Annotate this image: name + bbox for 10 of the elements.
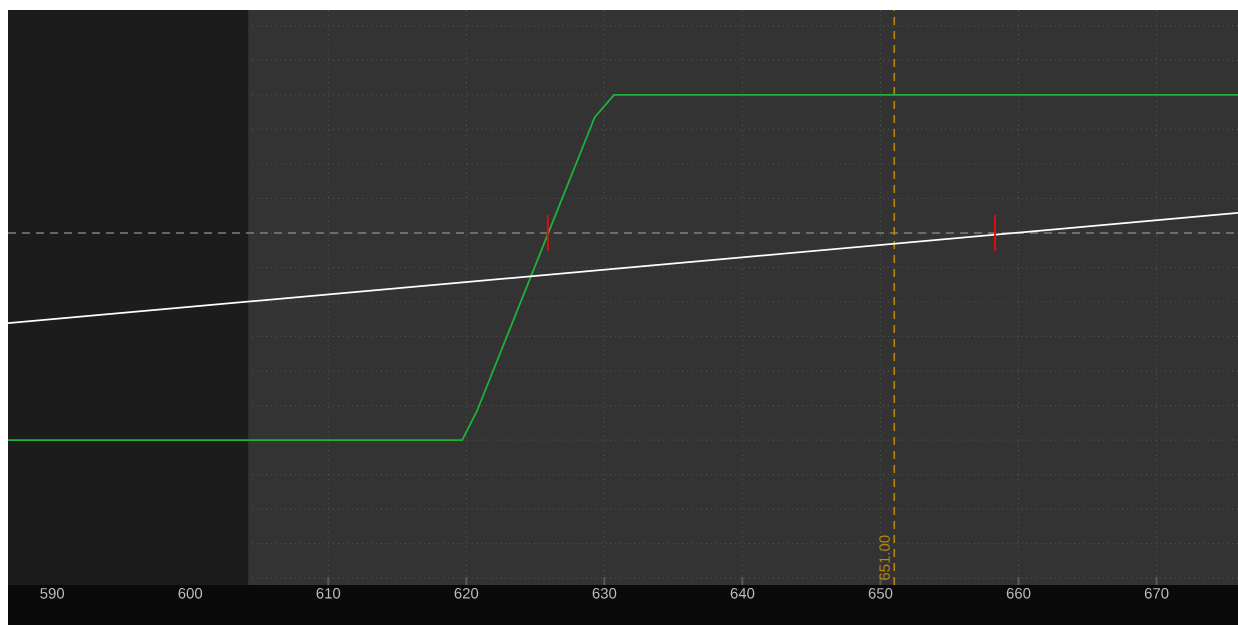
- x-tick-label: 650: [868, 588, 893, 599]
- x-tick-label: 660: [1006, 588, 1031, 599]
- x-tick-label: 600: [178, 588, 203, 599]
- x-tick-label: 620: [454, 588, 479, 599]
- x-tick-label: 590: [40, 588, 65, 599]
- x-tick-label: 640: [730, 588, 755, 599]
- x-tick-label: 610: [316, 588, 341, 599]
- x-tick-label: 670: [1144, 588, 1169, 599]
- ref-line-label: 651.00: [879, 535, 890, 580]
- x-tick-label: 630: [592, 588, 617, 599]
